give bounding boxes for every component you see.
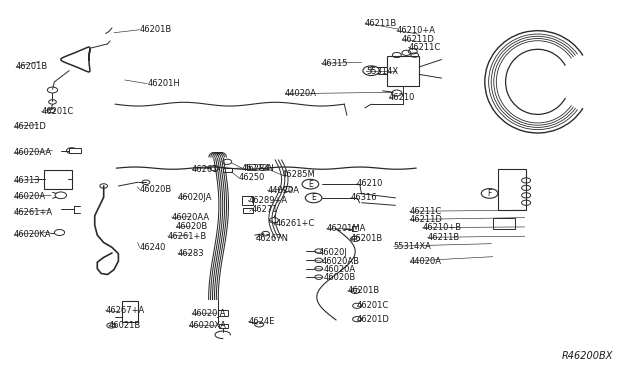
Text: 46210+A: 46210+A <box>397 26 436 35</box>
Text: 46261+C: 46261+C <box>275 219 314 228</box>
Text: 46289+A: 46289+A <box>248 196 287 205</box>
Text: 46020B: 46020B <box>176 222 208 231</box>
Text: 46020B: 46020B <box>323 273 355 282</box>
Text: 46211C: 46211C <box>410 207 442 216</box>
Text: 46261: 46261 <box>192 165 218 174</box>
Text: 46201C: 46201C <box>357 301 389 310</box>
Text: 46240: 46240 <box>140 243 166 252</box>
Text: 46201B: 46201B <box>16 62 48 71</box>
Text: 46020J: 46020J <box>319 248 348 257</box>
Text: 46201D: 46201D <box>14 122 47 131</box>
Text: 44020A: 44020A <box>285 89 317 98</box>
Text: 4624E: 4624E <box>248 317 275 326</box>
Text: 46201B: 46201B <box>348 286 380 295</box>
Text: 46267+A: 46267+A <box>106 306 145 315</box>
Text: 46271: 46271 <box>252 205 278 214</box>
Text: 46267N: 46267N <box>256 234 289 243</box>
Text: 46315: 46315 <box>321 59 348 68</box>
Text: 46020AA: 46020AA <box>172 213 210 222</box>
Text: 46201B: 46201B <box>140 25 172 34</box>
Text: 46211B: 46211B <box>365 19 397 28</box>
Text: 46020JA: 46020JA <box>178 193 212 202</box>
Text: 55314X: 55314X <box>366 67 398 76</box>
Text: 46211D: 46211D <box>402 35 435 44</box>
Text: 46201MA: 46201MA <box>326 224 366 233</box>
Text: 46020A: 46020A <box>323 265 355 274</box>
Text: 55314XA: 55314XA <box>394 242 431 251</box>
FancyBboxPatch shape <box>218 310 228 316</box>
FancyBboxPatch shape <box>223 168 232 172</box>
FancyBboxPatch shape <box>45 171 68 186</box>
Text: 46211B: 46211B <box>428 233 460 242</box>
Text: F: F <box>488 189 492 198</box>
Text: 46210: 46210 <box>357 179 383 187</box>
Text: 44020A: 44020A <box>268 186 300 195</box>
Text: 46313: 46313 <box>14 176 41 185</box>
Text: 46021B: 46021B <box>109 321 141 330</box>
Text: 46272N: 46272N <box>242 164 275 173</box>
Text: 46261+B: 46261+B <box>168 232 207 241</box>
Text: 46020XA: 46020XA <box>189 321 227 330</box>
Text: 46210+B: 46210+B <box>422 223 461 232</box>
Text: 46201H: 46201H <box>147 79 180 88</box>
Text: 46020JA: 46020JA <box>192 309 227 318</box>
FancyBboxPatch shape <box>493 218 515 229</box>
Text: 46285M: 46285M <box>282 170 316 179</box>
Text: 46211D: 46211D <box>410 215 442 224</box>
Text: 46201D: 46201D <box>357 315 390 324</box>
FancyBboxPatch shape <box>122 301 138 322</box>
Text: 46283: 46283 <box>178 249 205 258</box>
Text: 46210: 46210 <box>389 93 415 102</box>
FancyBboxPatch shape <box>69 148 81 153</box>
Text: E: E <box>308 180 313 189</box>
FancyBboxPatch shape <box>498 169 526 210</box>
Text: 46261+A: 46261+A <box>14 208 53 217</box>
Text: 46020A: 46020A <box>14 192 46 201</box>
Text: F: F <box>369 66 373 75</box>
FancyBboxPatch shape <box>243 208 253 213</box>
Text: 46250: 46250 <box>239 173 265 182</box>
Text: 46201B: 46201B <box>351 234 383 243</box>
FancyBboxPatch shape <box>219 324 228 328</box>
FancyBboxPatch shape <box>242 196 253 205</box>
Text: E: E <box>311 193 316 202</box>
Text: 46020AA: 46020AA <box>14 148 52 157</box>
Text: 46316: 46316 <box>351 193 378 202</box>
Text: 46201C: 46201C <box>42 107 74 116</box>
Text: 46020AB: 46020AB <box>321 257 359 266</box>
Text: 46211C: 46211C <box>408 43 440 52</box>
Text: 44020A: 44020A <box>410 257 442 266</box>
Text: R46200BX: R46200BX <box>562 352 613 361</box>
FancyBboxPatch shape <box>387 56 419 86</box>
Text: 46020KA: 46020KA <box>14 230 52 239</box>
FancyBboxPatch shape <box>44 170 72 189</box>
Text: 46020B: 46020B <box>140 185 172 194</box>
Text: 46284: 46284 <box>243 164 269 173</box>
